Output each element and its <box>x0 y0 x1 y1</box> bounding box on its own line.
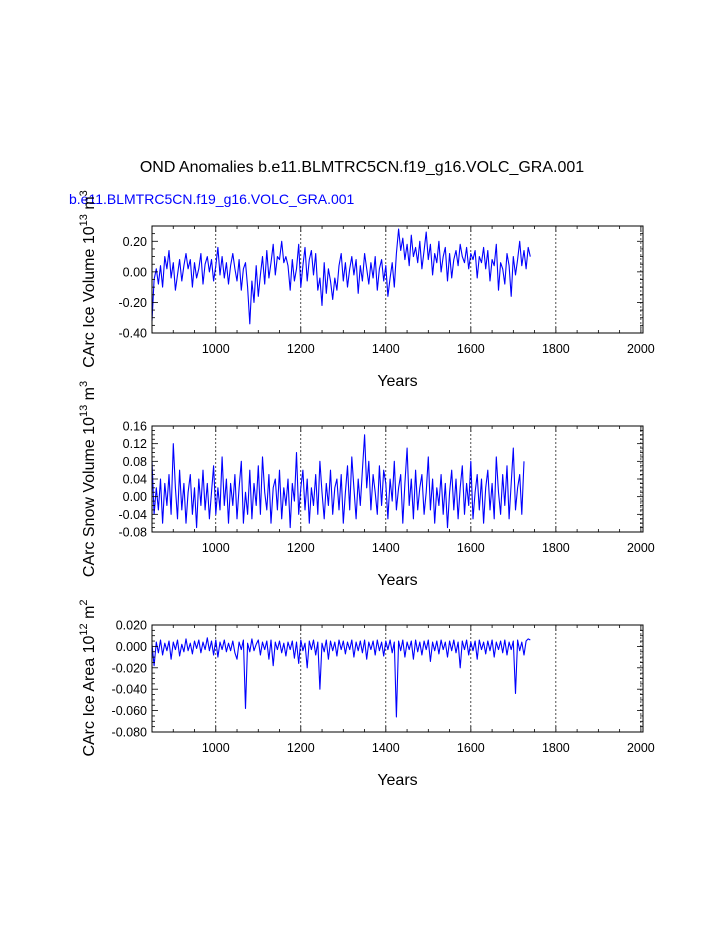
x-tick-label: 1200 <box>287 342 315 356</box>
y-tick-label: -0.060 <box>112 704 147 718</box>
x-tick-label: 1000 <box>202 741 230 755</box>
y-tick-label: 0.12 <box>123 437 147 451</box>
panels: 1000 1200 1400 1600 1800 2000 -0.40 -0.20 0.00 0.… <box>78 190 655 789</box>
y-tick-label: 0.020 <box>116 619 147 633</box>
x-tick-label: 1400 <box>372 741 400 755</box>
x-tick-label: 1600 <box>457 541 485 555</box>
x-tick-label: 1400 <box>372 342 400 356</box>
x-axis-label: Years <box>377 373 417 390</box>
x-tick-label: 1800 <box>542 741 570 755</box>
x-tick-label: 1000 <box>202 541 230 555</box>
y-axis-label: CArc Ice Volume 1013 m3 <box>78 190 98 368</box>
y-tick-label: 0.00 <box>123 490 147 504</box>
y-axis-label-main: CArc Ice Volume 10 <box>81 226 98 368</box>
x-tick-label: 1200 <box>287 541 315 555</box>
y-tick-label: -0.20 <box>119 296 148 310</box>
y-tick-label: -0.080 <box>112 726 147 740</box>
x-tick-label: 1400 <box>372 541 400 555</box>
series-line-ice_area <box>151 637 531 718</box>
y-axis-label-exp2: 3 <box>78 381 90 387</box>
y-tick-label: -0.040 <box>112 683 147 697</box>
y-axis-label-exp2: 2 <box>78 599 90 605</box>
x-tick-label: 1800 <box>542 342 570 356</box>
y-axis-label-unit: m <box>81 606 98 624</box>
x-tick-label: 2000 <box>627 342 655 356</box>
x-axis-label: Years <box>377 772 417 789</box>
y-tick-label: -0.020 <box>112 661 147 675</box>
y-tick-label: 0.00 <box>123 265 147 279</box>
y-tick-label: -0.04 <box>119 508 148 522</box>
chart-panel-1: 1000 1200 1400 1600 1800 2000 -0.40 -0.20 0.00 0.… <box>78 190 655 390</box>
chart-panel-2: 1000 1200 1400 1600 1800 2000 -0.08 -0.04 0.00 0.… <box>78 381 655 589</box>
y-axis-label-unit: m <box>81 196 98 214</box>
x-tick-label: 1000 <box>202 342 230 356</box>
x-tick-label: 1600 <box>457 741 485 755</box>
y-axis-label-main: CArc Ice Area 10 <box>81 636 98 757</box>
y-axis-label-exp1: 13 <box>78 214 90 226</box>
y-axis-label-main: CArc Snow Volume 10 <box>81 417 98 577</box>
x-tick-label: 1800 <box>542 541 570 555</box>
y-tick-label: 0.16 <box>123 420 147 434</box>
x-axis-label: Years <box>377 572 417 589</box>
figure-subtitle: b.e11.BLMTRC5CN.f19_g16.VOLC_GRA.001 <box>69 191 355 207</box>
y-axis-label: CArc Snow Volume 1013 m3 <box>78 381 98 577</box>
y-tick-label: -0.08 <box>119 526 148 540</box>
chart-panel-3: 1000 1200 1400 1600 1800 2000 -0.080 -0.060 -0.0… <box>78 599 655 789</box>
x-tick-label: 1600 <box>457 342 485 356</box>
x-tick-label: 2000 <box>627 741 655 755</box>
y-axis-label-unit: m <box>81 387 98 405</box>
y-axis-label-exp1: 13 <box>78 405 90 417</box>
y-axis-label-exp2: 3 <box>78 190 90 196</box>
plot-frame <box>151 425 644 533</box>
y-tick-label: -0.40 <box>119 327 148 341</box>
y-axis-label-exp1: 12 <box>78 623 90 635</box>
y-axis-label: CArc Ice Area 1012 m2 <box>78 599 98 756</box>
x-tick-label: 1200 <box>287 741 315 755</box>
figure-title: OND Anomalies b.e11.BLMTRC5CN.f19_g16.VO… <box>140 159 584 176</box>
y-tick-label: 0.04 <box>123 473 147 487</box>
y-tick-label: 0.20 <box>123 235 147 249</box>
y-tick-label: 0.08 <box>123 455 147 469</box>
series-line-ice_volume <box>151 228 531 325</box>
x-tick-label: 2000 <box>627 541 655 555</box>
y-tick-label: 0.000 <box>116 640 147 654</box>
series-line-snow_volume <box>151 434 525 529</box>
